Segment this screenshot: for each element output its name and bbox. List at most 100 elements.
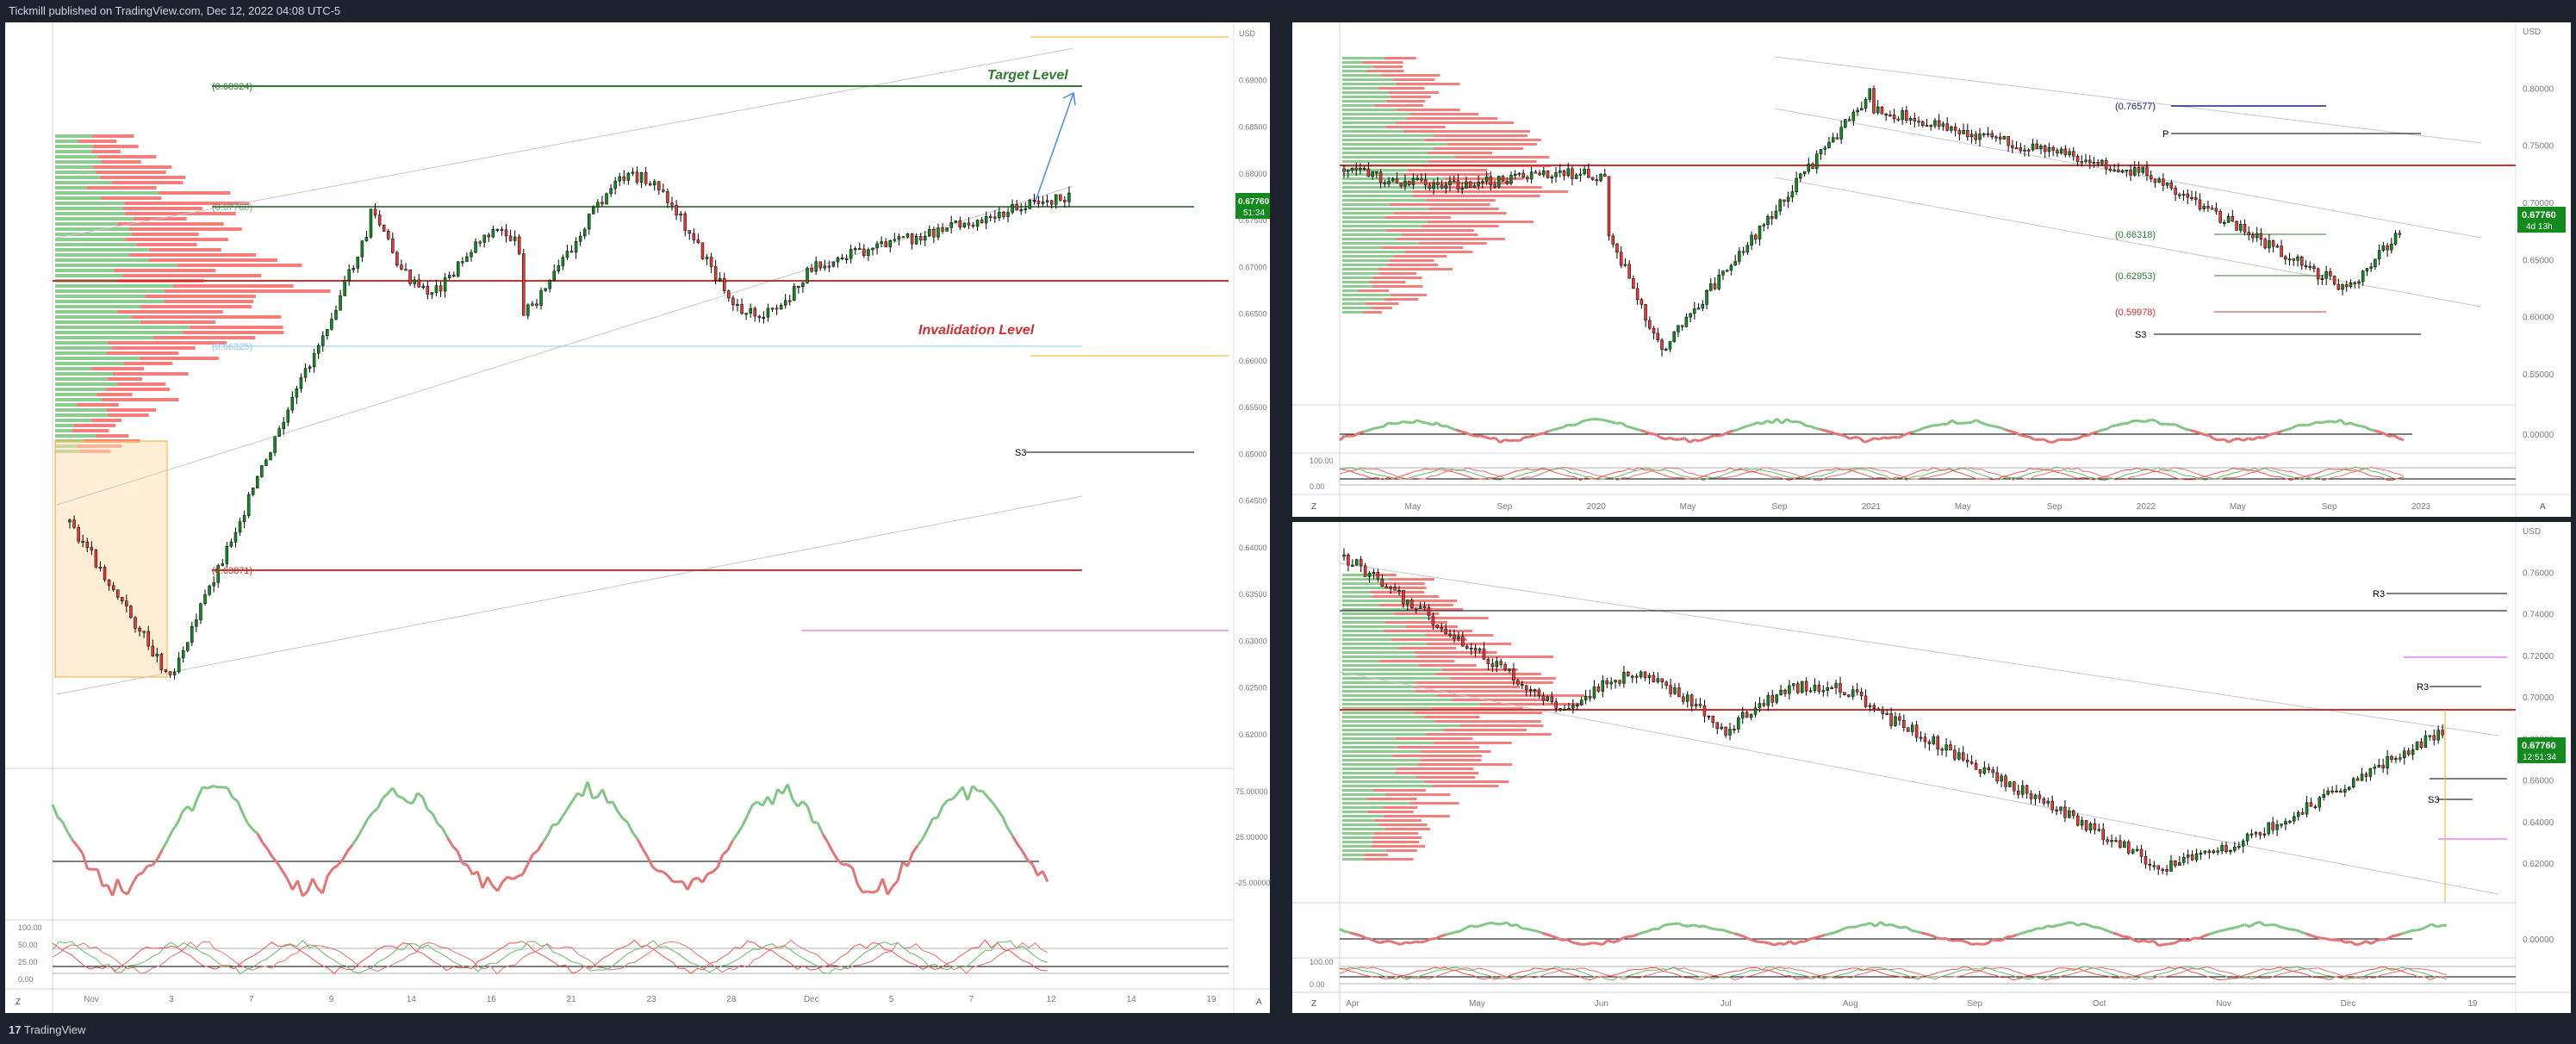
volume-bar — [1342, 841, 1372, 843]
oscillator-segment — [1455, 428, 1462, 433]
candle-body — [1770, 695, 1774, 703]
corner-a[interactable]: A — [1256, 997, 1262, 1007]
oscillator-segment — [2364, 426, 2371, 431]
candle-body — [535, 303, 538, 306]
oscillator-segment — [2062, 921, 2069, 926]
candle-body — [2226, 215, 2231, 223]
candle-body — [2033, 794, 2038, 799]
volume-bar — [1342, 673, 1435, 675]
volume-bar — [1381, 74, 1440, 77]
oscillator-segment — [2097, 428, 2103, 433]
stochastic-line — [52, 939, 1048, 974]
s3-label: S3 — [2428, 795, 2439, 805]
candle-body — [1919, 736, 1923, 739]
brand-name[interactable]: TradingView — [23, 1023, 86, 1036]
candle-body — [1733, 261, 1737, 266]
corner-a[interactable]: A — [2540, 502, 2546, 512]
oscillator-segment — [816, 822, 824, 835]
corner-z[interactable]: Z — [1311, 502, 1316, 512]
candle-body — [2394, 758, 2398, 761]
candle-body — [1472, 185, 1477, 188]
volume-bar — [1401, 233, 1478, 236]
candle-body — [1489, 176, 1493, 185]
oscillator-segment — [2259, 921, 2266, 927]
time-axis[interactable]: May Sep 2020 May Sep 2021 May Sep 2022 May Sep 2023 — [1405, 502, 2431, 512]
corner-z[interactable]: Z — [16, 997, 21, 1007]
oscillator-segment — [1936, 936, 1942, 941]
volume-bar — [1384, 298, 1419, 301]
candle-body — [709, 257, 713, 267]
oscillator-segment — [1683, 437, 1691, 444]
candle-body — [1486, 659, 1490, 664]
oscillator-segment — [1349, 931, 1356, 935]
left-chart-panel[interactable]: (0.68924) Target Level (0.67760) (0.6622… — [5, 22, 1270, 1013]
axis-label: 0.63500 — [1239, 590, 1267, 599]
oscillator-segment — [936, 805, 944, 818]
volume-bar — [55, 388, 106, 391]
price-axis[interactable]: USD0.690000.685000.680000.675000.670000.… — [1239, 29, 1267, 739]
oscillator-segment — [1878, 436, 1885, 441]
oscillator-segment — [1789, 940, 1795, 946]
oscillator-segment — [1592, 941, 1598, 945]
oscillator-segment — [741, 814, 750, 827]
candle-body — [339, 295, 342, 311]
candle-body — [1416, 177, 1419, 180]
oscillator-segment — [1669, 436, 1676, 441]
candle-body — [1418, 606, 1422, 609]
candle-body — [2305, 802, 2309, 815]
candle-body — [1808, 690, 1813, 693]
right-bottom-chart-canvas[interactable]: R3 R3 S3 USD0.760000.740000.720000.70000… — [1292, 522, 2571, 1013]
candle-body — [1528, 689, 1533, 692]
oscillator-segment — [436, 823, 444, 830]
candle-body — [229, 542, 233, 547]
oscillator-segment — [1965, 941, 1973, 946]
candle-body — [1444, 628, 1447, 635]
volume-bar — [55, 155, 98, 158]
candle-body — [1910, 724, 1914, 732]
candle-body — [888, 239, 893, 247]
candle-body — [1894, 716, 1897, 726]
oscillator-segment — [1795, 419, 1802, 425]
candle-body — [242, 515, 246, 522]
volume-bar — [1342, 660, 1380, 662]
oscillator-segment — [1902, 432, 1909, 437]
candle-body — [727, 290, 731, 299]
oscillator-segment — [2218, 438, 2224, 442]
oscillator-segment — [2296, 423, 2302, 427]
candle-body — [1634, 675, 1639, 678]
oscillator-segment — [716, 854, 725, 868]
oscillator-segment — [1536, 929, 1543, 935]
candle-body — [387, 231, 390, 239]
right-top-chart-panel[interactable]: (0.76577) P (0.66318) (0.62953) (0.59978… — [1292, 22, 2571, 517]
axis-label: 100.00 — [1310, 457, 1334, 465]
oscillator-segment — [421, 796, 429, 811]
candle-body — [334, 310, 338, 320]
candle-body — [1689, 694, 1694, 707]
right-bottom-chart-panel[interactable]: R3 R3 S3 USD 0.76000 0.74000 0.72000 0.70000… — [1292, 522, 2571, 1013]
time-axis[interactable]: Nov 3 7 9 14 16 21 23 28 Dec 5 7 12 14 19 — [84, 995, 1216, 1004]
right-top-chart-canvas[interactable]: (0.76577) P (0.66318) (0.62953) (0.59978… — [1292, 22, 2571, 517]
oscillator-segment — [1743, 935, 1750, 941]
candle-body — [582, 228, 587, 237]
oscillator-segment — [1552, 427, 1559, 432]
volume-bar — [145, 295, 256, 298]
volume-bar — [1445, 186, 1542, 189]
volume-bar — [1424, 139, 1541, 141]
candle-body — [775, 308, 779, 310]
oscillator-segment — [1849, 436, 1856, 440]
axis-label: 0.64500 — [1239, 497, 1267, 506]
price-axis[interactable]: USD0.760000.740000.720000.700000.680000.… — [2523, 527, 2554, 869]
candle-body — [1652, 327, 1656, 334]
candle-body — [1497, 176, 1501, 188]
corner-z[interactable]: Z — [1311, 999, 1316, 1009]
candle-body — [2178, 194, 2181, 196]
candle-body — [1830, 687, 1833, 690]
oscillator-segment — [1415, 940, 1422, 944]
oscillator-segment — [87, 867, 93, 871]
volume-bar — [1342, 143, 1447, 146]
oscillator-segment — [1986, 939, 1993, 946]
time-axis[interactable]: Apr May Jun Jul Aug Sep Oct Nov Dec 19 — [1346, 999, 2478, 1009]
left-chart-canvas[interactable]: (0.68924) Target Level (0.67760) (0.6622… — [5, 22, 1270, 1013]
candle-body — [1436, 182, 1440, 185]
price-axis[interactable]: USD0.800000.750000.700000.650000.600000.… — [2523, 28, 2554, 380]
